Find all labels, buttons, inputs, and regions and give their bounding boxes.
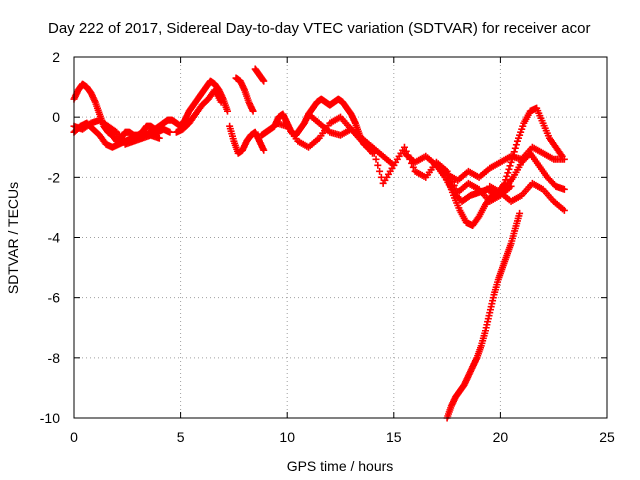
x-tick-label: 25 xyxy=(599,429,615,445)
series-satellite-track-e xyxy=(226,122,268,157)
y-tick-label: -2 xyxy=(48,169,61,185)
x-tick-label: 15 xyxy=(386,429,402,445)
data-point xyxy=(249,107,257,115)
series-satellite-track-j xyxy=(305,110,398,169)
data-point xyxy=(217,98,225,106)
x-tick-label: 10 xyxy=(279,429,295,445)
series-satellite-track-m xyxy=(443,104,566,229)
series-satellite-track-g xyxy=(251,65,268,85)
data-point xyxy=(560,185,568,193)
data-point xyxy=(560,206,568,214)
data-point xyxy=(370,149,378,157)
data-point xyxy=(505,165,513,173)
data-point xyxy=(374,161,382,169)
data-point xyxy=(511,144,519,152)
data-point xyxy=(372,155,380,163)
data-point xyxy=(260,146,268,154)
x-axis-label: GPS time / hours xyxy=(287,458,394,474)
x-tick-label: 20 xyxy=(493,429,509,445)
data-point xyxy=(224,107,232,115)
data-point xyxy=(155,134,163,142)
chart-title: Day 222 of 2017, Sidereal Day-to-day VTE… xyxy=(48,20,590,37)
data-point xyxy=(502,176,510,184)
y-tick-label: -10 xyxy=(40,410,60,426)
x-tick-label: 0 xyxy=(70,429,78,445)
y-tick-label: 2 xyxy=(52,49,60,65)
data-point xyxy=(409,163,417,171)
data-point xyxy=(516,209,524,217)
data-point xyxy=(504,169,512,177)
y-tick-label: 0 xyxy=(52,109,60,125)
data-point xyxy=(558,152,566,160)
data-point xyxy=(503,172,511,180)
series-satellite-track-c xyxy=(70,116,163,148)
x-tick-label: 5 xyxy=(177,429,185,445)
data-point xyxy=(508,155,516,163)
series-satellite-track-f xyxy=(232,74,257,115)
data-point xyxy=(557,151,565,159)
series-satellite-track-d xyxy=(172,86,225,136)
y-tick-label: -6 xyxy=(48,290,61,306)
y-axis-label: SDTVAR / TECUs xyxy=(5,182,21,294)
data-point xyxy=(260,77,268,85)
data-point xyxy=(512,141,520,149)
series-satellite-track-i xyxy=(273,113,376,157)
data-point xyxy=(474,214,482,222)
y-tick-label: -4 xyxy=(48,230,61,246)
data-point xyxy=(509,151,517,159)
data-point xyxy=(510,148,518,156)
data-points xyxy=(70,65,568,422)
data-point xyxy=(507,158,515,166)
series-satellite-track-p xyxy=(443,209,524,422)
y-tick-label: -8 xyxy=(48,350,61,366)
series-satellite-track-o xyxy=(486,179,568,214)
data-point xyxy=(400,143,408,151)
data-point xyxy=(166,128,174,136)
data-point xyxy=(376,167,384,175)
data-point xyxy=(368,143,376,151)
data-point xyxy=(506,162,514,170)
